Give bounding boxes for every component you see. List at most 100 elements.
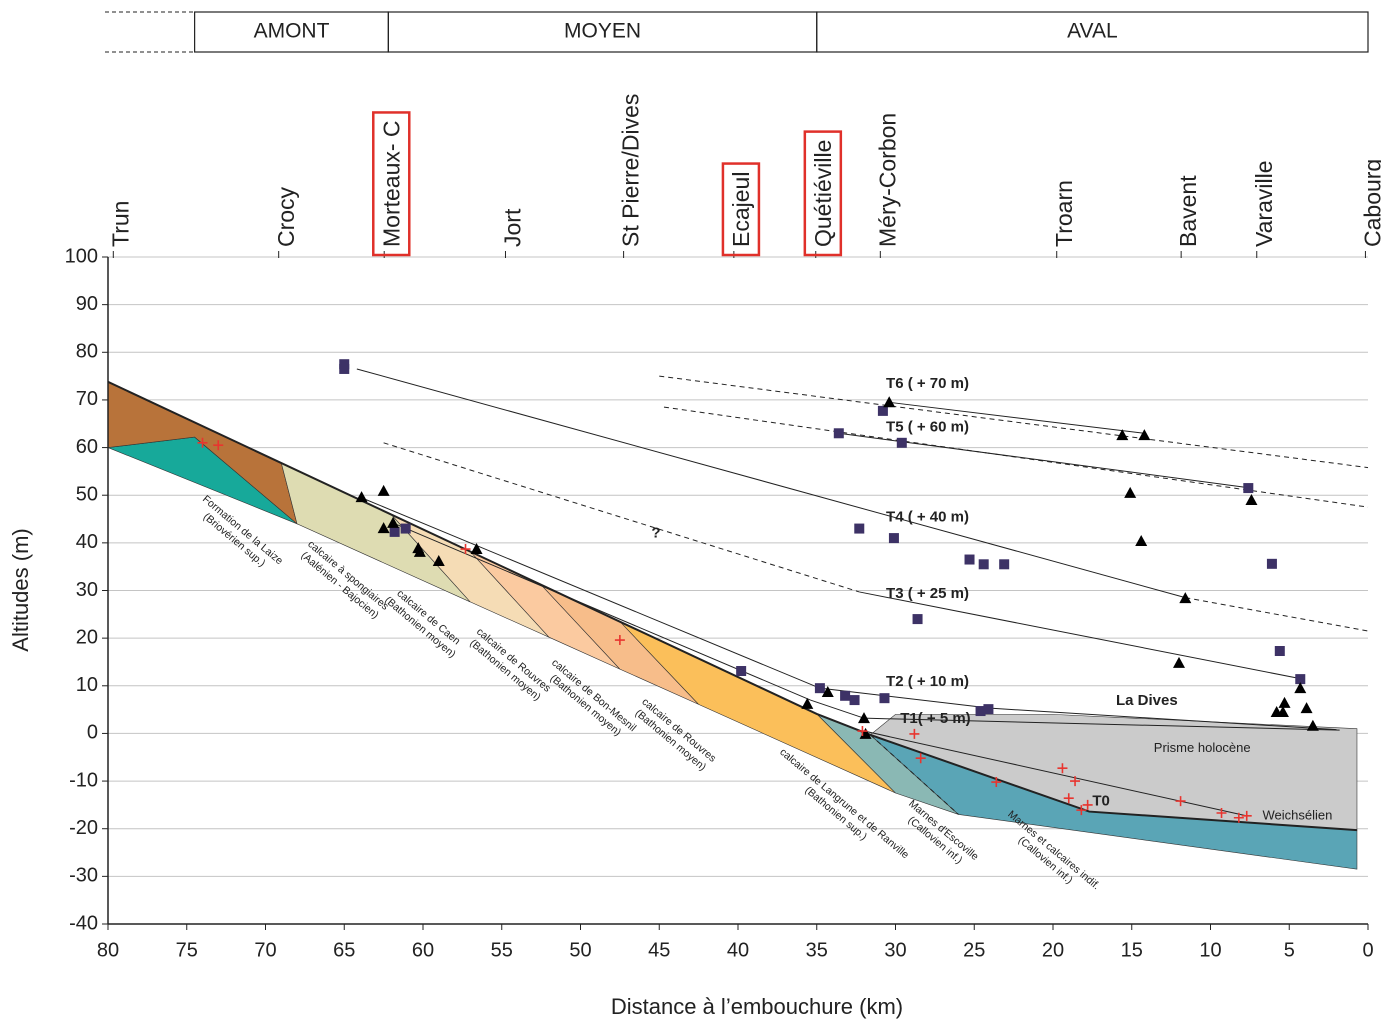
square-point <box>400 523 411 534</box>
annotation: T4 ( + 40 m) <box>886 509 969 526</box>
cross-point <box>1070 776 1081 787</box>
cross-point <box>460 544 471 555</box>
y-tick-label: 90 <box>76 293 98 315</box>
triangle-point <box>377 522 390 534</box>
y-tick-label: 20 <box>76 626 98 648</box>
square-point <box>983 704 994 715</box>
square-point <box>854 523 865 534</box>
y-tick-label: 10 <box>76 674 98 696</box>
triangle-point <box>883 396 896 408</box>
y-tick-label: 80 <box>76 341 98 363</box>
profile-line <box>383 442 860 593</box>
formation <box>280 462 471 603</box>
square-point <box>1266 558 1277 569</box>
triangle-point <box>1245 493 1258 505</box>
location-label: Crocy <box>273 186 299 247</box>
triangle-point <box>858 712 870 724</box>
square-point <box>877 405 888 416</box>
triangle-point <box>1306 719 1319 731</box>
square-point <box>339 363 350 374</box>
profile-line <box>356 368 1186 599</box>
triangle-point <box>1138 429 1151 441</box>
x-tick-label: 25 <box>963 939 985 961</box>
triangle-point <box>1278 696 1291 708</box>
x-tick-label: 40 <box>727 939 749 961</box>
location-highlight <box>803 130 843 257</box>
location-label: Trun <box>107 201 133 247</box>
y-tick-label: 40 <box>76 531 98 553</box>
x-tick-label: 35 <box>806 939 828 961</box>
square-point <box>888 533 899 544</box>
y-tick-label: -20 <box>69 817 98 839</box>
cross-point <box>857 726 868 737</box>
triangle-point <box>1179 592 1192 604</box>
location-label: Bavent <box>1175 175 1201 247</box>
triangle-point <box>413 545 426 557</box>
square-point <box>833 428 844 439</box>
zone-label: AVAL <box>1067 20 1118 43</box>
triangle-point <box>1294 682 1307 694</box>
triangle-point <box>859 727 872 739</box>
location: Jort <box>500 208 526 247</box>
square-point <box>389 526 400 537</box>
triangle-point <box>1124 486 1137 498</box>
location-label: Troarn <box>1051 180 1077 247</box>
profile-line <box>838 432 1252 489</box>
cross-point <box>197 437 208 448</box>
cross-point <box>909 728 920 739</box>
location-label: Varaville <box>1251 161 1277 248</box>
square-point <box>1295 674 1306 685</box>
cross-point <box>1057 763 1068 774</box>
square-point <box>849 695 860 706</box>
x-tick-label: 55 <box>491 939 513 961</box>
cross-point <box>1216 807 1227 818</box>
square-point <box>814 683 825 694</box>
triangle-point <box>377 484 390 496</box>
annotation: Prisme holocène <box>1154 740 1251 755</box>
x-tick-label: 65 <box>333 939 355 961</box>
location-highlight <box>721 162 761 257</box>
triangle-point <box>470 543 483 555</box>
square-point <box>975 706 986 717</box>
x-tick-label: 80 <box>97 939 119 961</box>
cross-point <box>614 635 625 646</box>
triangle-point <box>432 554 445 566</box>
square-point <box>999 559 1010 570</box>
annotation: T3 ( + 25 m) <box>886 585 969 602</box>
y-tick-label: -10 <box>69 769 98 791</box>
zone-box <box>816 11 1369 53</box>
x-axis-title: Distance à l’embouchure (km) <box>611 994 903 1019</box>
location: Morteaux- C <box>372 111 411 257</box>
square-point <box>1274 646 1285 657</box>
square-point <box>964 554 975 565</box>
square-point <box>978 559 989 570</box>
cross-point <box>1175 796 1186 807</box>
profile-line <box>859 591 1301 680</box>
cross-point <box>1241 810 1252 821</box>
annotation: T2 ( + 10 m) <box>886 673 969 690</box>
zone-label: MOYEN <box>564 20 641 43</box>
triangle-point <box>1276 705 1289 717</box>
x-tick-label: 50 <box>569 939 591 961</box>
y-tick-label: 30 <box>76 579 98 601</box>
location-highlight <box>372 111 411 257</box>
triangle-point <box>387 516 400 528</box>
location: Varaville <box>1251 161 1277 248</box>
location: St Pierre/Dives <box>618 94 644 247</box>
y-tick-label: -40 <box>69 912 98 934</box>
location: Troarn <box>1051 180 1077 247</box>
y-tick-label: -30 <box>69 865 98 887</box>
cross-point <box>1233 812 1244 823</box>
profile-line <box>359 496 1337 731</box>
location: Trun <box>107 201 133 247</box>
location-label: Cabourg <box>1360 159 1381 247</box>
zone-label: AMONT <box>254 20 330 43</box>
square-point <box>1243 483 1254 494</box>
location-label: Jort <box>500 208 526 247</box>
location-label: Méry-Corbon <box>874 113 900 247</box>
location: Bavent <box>1175 175 1201 247</box>
square-point <box>736 666 747 677</box>
cross-point <box>1063 793 1074 804</box>
location: Ecajeul <box>721 162 761 257</box>
